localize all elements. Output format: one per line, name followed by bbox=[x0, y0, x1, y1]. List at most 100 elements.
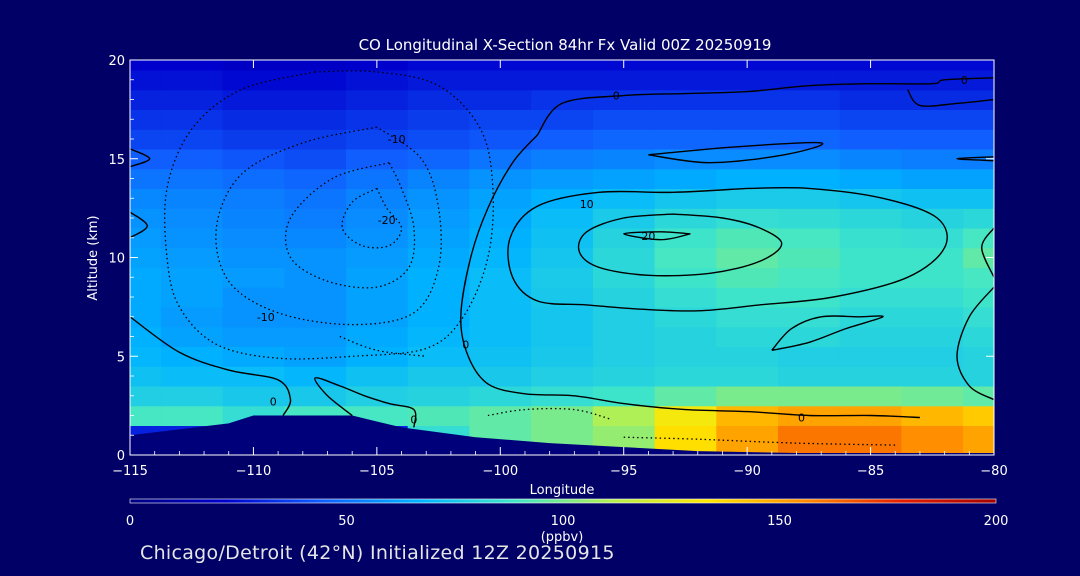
y-tick-label: 20 bbox=[108, 54, 125, 69]
heatmap-cell bbox=[469, 346, 532, 367]
heatmap-cell bbox=[469, 227, 532, 249]
y-tick-label: 15 bbox=[108, 153, 125, 168]
heatmap-cell bbox=[778, 346, 841, 367]
heatmap-cell bbox=[469, 247, 532, 268]
contour-line-negative bbox=[339, 335, 427, 357]
heatmap-cell bbox=[654, 208, 717, 229]
heatmap-cell bbox=[654, 60, 717, 71]
heatmap-cell bbox=[963, 188, 994, 209]
heatmap-cell bbox=[778, 168, 841, 189]
heatmap-cell bbox=[222, 385, 285, 407]
y-axis-label: Altitude (km) bbox=[86, 215, 101, 300]
heatmap-cell bbox=[901, 227, 964, 249]
heatmap-cell bbox=[346, 326, 409, 347]
heatmap-cell bbox=[654, 148, 717, 170]
contour-line bbox=[314, 377, 417, 428]
x-tick-label: −105 bbox=[359, 464, 395, 479]
heatmap-cell bbox=[716, 168, 779, 189]
heatmap-cell bbox=[222, 188, 285, 209]
heatmap-cell bbox=[654, 109, 717, 130]
heatmap-cell bbox=[654, 69, 717, 91]
heatmap-cell bbox=[160, 287, 224, 308]
heatmap-cell bbox=[160, 208, 224, 229]
heatmap-cell bbox=[592, 188, 656, 209]
contour-line bbox=[507, 186, 948, 312]
heatmap-cell bbox=[901, 385, 964, 407]
heatmap-cell bbox=[222, 287, 285, 308]
heatmap-cell bbox=[130, 168, 162, 189]
heatmap-cell bbox=[901, 60, 964, 71]
heatmap-cell bbox=[778, 208, 841, 229]
heatmap-cell bbox=[901, 267, 964, 288]
heatmap-cell bbox=[531, 227, 594, 249]
heatmap-cell bbox=[531, 306, 594, 328]
heatmap-cell bbox=[130, 109, 162, 130]
heatmap-cell bbox=[284, 188, 347, 209]
heatmap-cell bbox=[839, 346, 902, 367]
heatmap-cell bbox=[407, 306, 470, 328]
heatmap-cell bbox=[963, 267, 994, 288]
heatmap-cell bbox=[222, 89, 285, 110]
heatmap-cell bbox=[531, 267, 594, 288]
heatmap-cell bbox=[901, 405, 964, 426]
heatmap-cell bbox=[778, 425, 841, 455]
heatmap-cell bbox=[407, 208, 470, 229]
heatmap-cell bbox=[469, 306, 532, 328]
heatmap-cell bbox=[130, 188, 162, 209]
colorbar-tick-label: 100 bbox=[551, 514, 576, 529]
heatmap-cell bbox=[901, 425, 964, 455]
heatmap-cell bbox=[469, 287, 532, 308]
heatmap-cell bbox=[407, 60, 470, 71]
heatmap-cell bbox=[531, 208, 594, 229]
heatmap-cell bbox=[839, 306, 902, 328]
contour-lines bbox=[130, 70, 994, 446]
heatmap-cell bbox=[160, 385, 224, 407]
heatmap-cell bbox=[130, 346, 162, 367]
heatmap-cell bbox=[716, 385, 779, 407]
heatmap-cell bbox=[531, 69, 594, 91]
x-tick-label: −110 bbox=[236, 464, 272, 479]
heatmap-cell bbox=[284, 227, 347, 249]
heatmap-cell bbox=[901, 168, 964, 189]
heatmap-cell bbox=[654, 385, 717, 407]
contour-line-negative bbox=[487, 407, 612, 421]
heatmap-cell bbox=[346, 287, 409, 308]
x-axis: −115 −110 −105 −100 −95 −90 −85 −80 bbox=[112, 60, 1008, 479]
colorbar-tick-label: 200 bbox=[984, 514, 1009, 529]
heatmap-cell bbox=[654, 267, 717, 288]
heatmap-cell bbox=[130, 405, 162, 426]
heatmap-cell bbox=[469, 129, 532, 150]
heatmap-cell bbox=[130, 247, 162, 268]
heatmap-cell bbox=[592, 89, 656, 110]
heatmap-cell bbox=[592, 326, 656, 347]
x-tick-label: −90 bbox=[733, 464, 760, 479]
heatmap-cell bbox=[160, 267, 224, 288]
heatmap-cell bbox=[901, 69, 964, 91]
heatmap-cell bbox=[346, 227, 409, 249]
heatmap-cell bbox=[654, 168, 717, 189]
heatmap-cell bbox=[346, 129, 409, 150]
heatmap-cell bbox=[716, 366, 779, 387]
heatmap-cell bbox=[284, 385, 347, 407]
heatmap-cell bbox=[531, 366, 594, 387]
heatmap-cell bbox=[222, 247, 285, 268]
contour-line bbox=[907, 89, 994, 107]
contour-line bbox=[577, 213, 783, 277]
heatmap-cell bbox=[963, 366, 994, 387]
heatmap-cell bbox=[407, 405, 470, 426]
heatmap-cell bbox=[963, 405, 994, 426]
heatmap-cell bbox=[469, 109, 532, 130]
heatmap-cell bbox=[407, 287, 470, 308]
heatmap-cell bbox=[778, 385, 841, 407]
heatmap-cell bbox=[222, 208, 285, 229]
heatmap-cell bbox=[284, 267, 347, 288]
heatmap-cell bbox=[778, 109, 841, 130]
heatmap-cell bbox=[592, 109, 656, 130]
heatmap-cell bbox=[407, 326, 470, 347]
heatmap-cell bbox=[160, 326, 224, 347]
contour-line bbox=[980, 227, 994, 278]
heatmap-cell bbox=[346, 148, 409, 170]
heatmap-cell bbox=[901, 89, 964, 110]
heatmap-cell bbox=[716, 247, 779, 268]
heatmap-cell bbox=[160, 346, 224, 367]
